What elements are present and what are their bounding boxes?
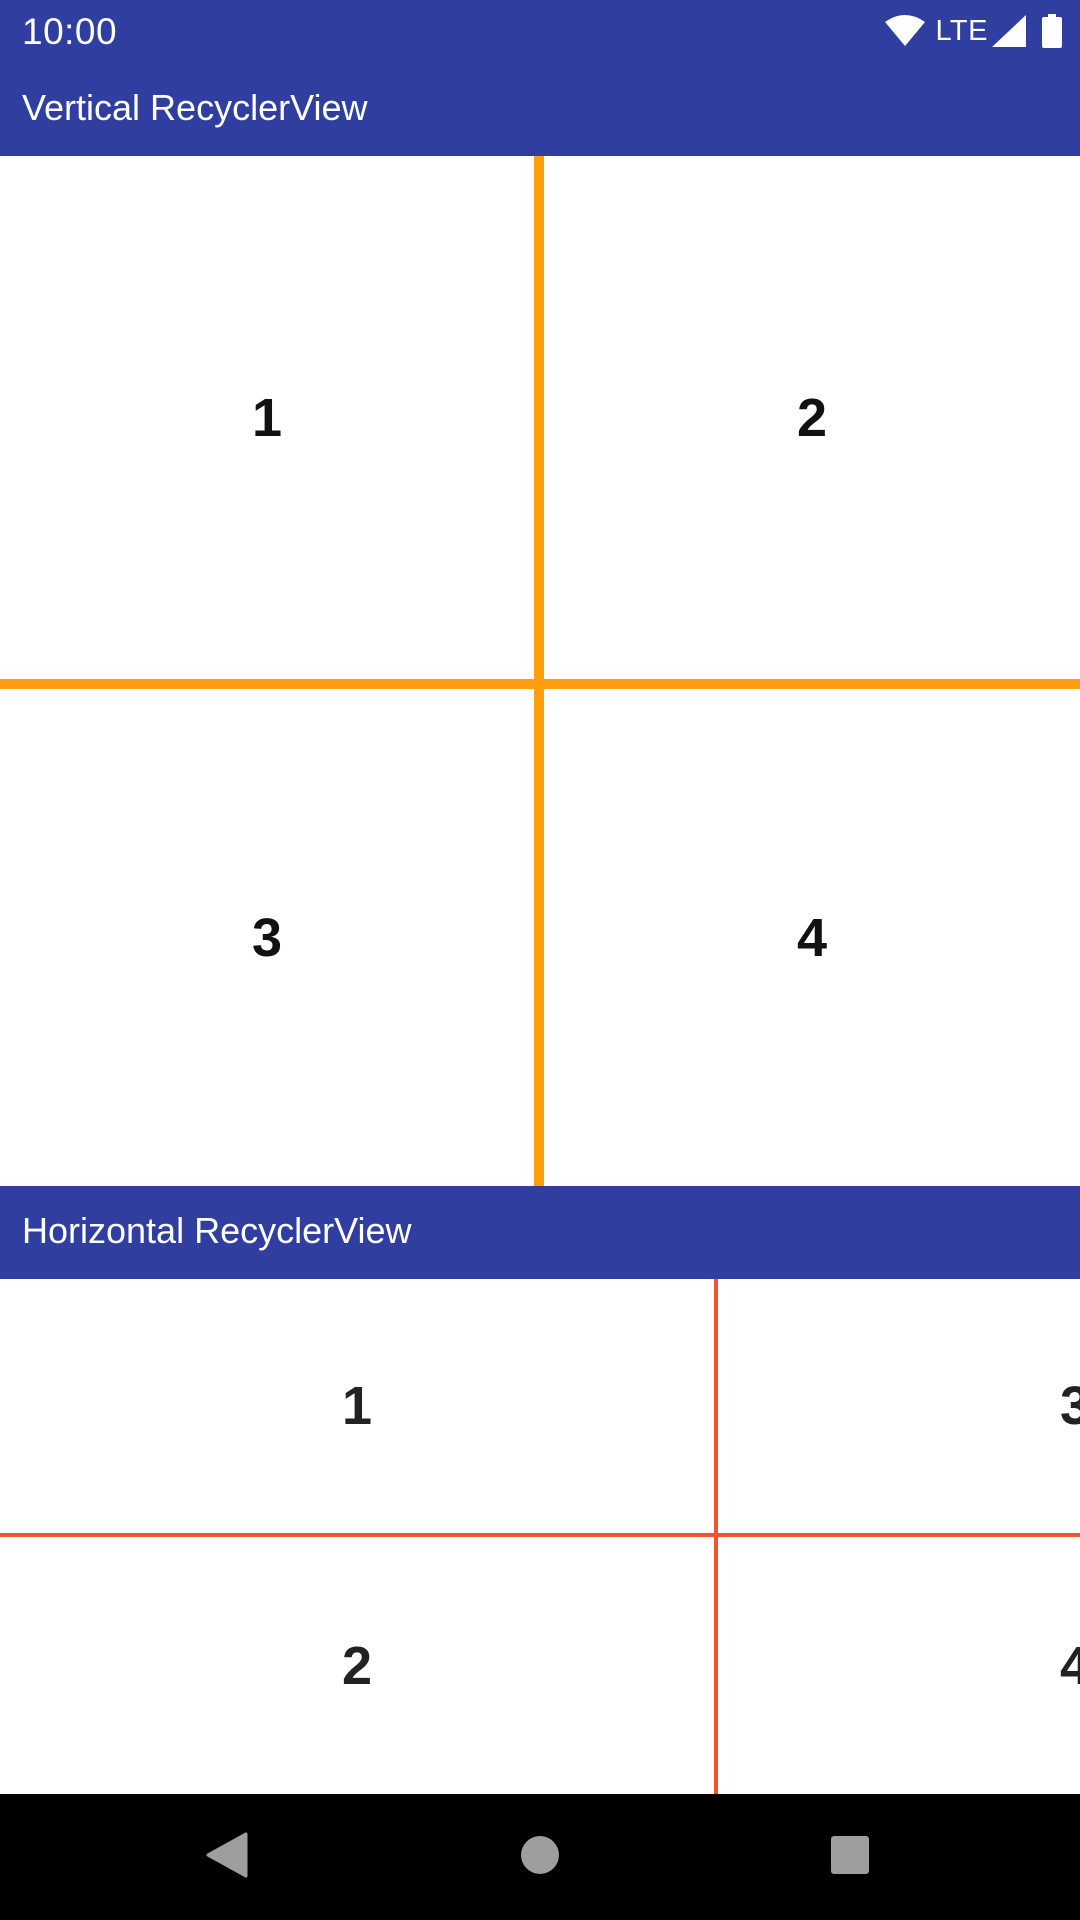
item-number: 1 [341, 1376, 373, 1436]
horizontal-section-header: Horizontal RecyclerView [0, 1186, 1080, 1279]
horizontal-recycler-view[interactable]: 1 2 3 4 [0, 1279, 1080, 1794]
status-bar: 10:00 LTE [0, 0, 1080, 63]
vertical-recycler-view[interactable]: 1 2 3 4 [0, 156, 1080, 1186]
vertical-grid-item[interactable]: 1 [0, 156, 534, 679]
vertical-section-header: Vertical RecyclerView [0, 63, 1080, 156]
vertical-section-title: Vertical RecyclerView [22, 87, 368, 128]
item-number: 4 [1059, 1635, 1080, 1696]
navigation-bar [0, 1794, 1080, 1920]
status-icons: LTE [885, 13, 1062, 49]
home-icon [520, 1835, 560, 1880]
status-time: 10:00 [22, 11, 118, 52]
recents-button[interactable] [815, 1822, 885, 1892]
home-button[interactable] [505, 1822, 575, 1892]
back-icon [204, 1832, 248, 1883]
item-number: 2 [796, 387, 828, 448]
horizontal-grid-item[interactable]: 1 [0, 1279, 714, 1533]
grid-divider-vertical [534, 156, 544, 1186]
recents-icon [830, 1835, 870, 1880]
horizontal-grid-item[interactable]: 2 [0, 1537, 714, 1794]
back-button[interactable] [191, 1822, 261, 1892]
signal-icon [992, 15, 1026, 47]
item-number: 3 [1059, 1376, 1080, 1436]
grid-divider-horizontal [0, 679, 1080, 689]
grid-divider-horizontal [0, 1533, 1080, 1537]
battery-icon [1042, 14, 1062, 48]
network-type-label: LTE [935, 15, 988, 47]
item-number: 2 [341, 1635, 373, 1696]
item-number: 3 [251, 907, 283, 968]
item-number: 1 [251, 387, 283, 448]
horizontal-grid-item[interactable]: 3 [718, 1279, 1080, 1533]
item-number: 4 [796, 907, 828, 968]
horizontal-grid-item[interactable]: 4 [718, 1537, 1080, 1794]
wifi-icon [885, 15, 926, 47]
vertical-grid-item[interactable]: 3 [0, 689, 534, 1186]
horizontal-section-title: Horizontal RecyclerView [22, 1210, 412, 1251]
vertical-grid-item[interactable]: 4 [544, 689, 1080, 1186]
vertical-grid-item[interactable]: 2 [544, 156, 1080, 679]
